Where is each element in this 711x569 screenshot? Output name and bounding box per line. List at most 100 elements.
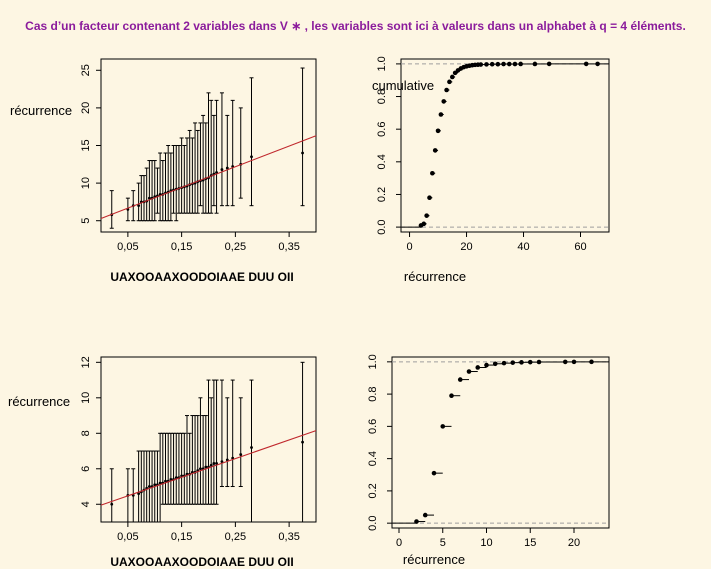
ecdf-point <box>430 170 435 176</box>
data-point <box>212 462 216 465</box>
x-tick-label: 0 <box>396 537 402 549</box>
ecdf-point <box>571 359 577 365</box>
x-tick-label: 20 <box>568 537 580 549</box>
ecdf-point <box>536 359 542 365</box>
y-axis-label: récurrence <box>10 103 72 118</box>
data-point <box>153 483 157 487</box>
ecdf-point <box>449 74 455 80</box>
x-tick-label: 0,05 <box>117 241 138 253</box>
y-tick-label: 20 <box>80 102 92 114</box>
ecdf-point <box>475 365 481 370</box>
data-point <box>110 502 114 506</box>
x-tick-label: 0,25 <box>225 531 246 543</box>
ecdf-point <box>457 377 463 382</box>
plot-frame <box>100 356 317 523</box>
data-point <box>220 460 224 464</box>
x-tick-label: 20 <box>460 241 472 253</box>
regression-line <box>100 430 317 506</box>
y-tick-label: 0.6 <box>367 419 379 434</box>
x-tick-label: 0,05 <box>117 531 138 543</box>
y-tick-label: 0.4 <box>376 154 388 169</box>
x-tick-label: 0,35 <box>278 531 299 543</box>
x-tick-label: 60 <box>574 241 586 253</box>
y-tick-label: 5 <box>80 218 92 224</box>
y-tick-label: 0.2 <box>367 483 379 498</box>
ecdf-point <box>562 359 568 365</box>
ecdf-point <box>431 470 437 476</box>
panel-top-left: 0,05 0,15 0,25 0,35 5 10 15 20 25 récurrence UAXOO… <box>10 58 317 284</box>
ecdf-point <box>595 61 600 67</box>
ecdf-point <box>489 61 495 67</box>
x-tick-label: 0,25 <box>225 241 246 253</box>
ecdf-point <box>424 213 429 218</box>
y-tick-label: 15 <box>80 139 92 151</box>
ecdf-point <box>512 61 518 67</box>
x-tick-label: 0,15 <box>171 531 192 543</box>
ecdf-point <box>484 62 489 67</box>
data-point <box>199 467 202 471</box>
data-point <box>250 155 253 159</box>
data-point <box>220 168 224 171</box>
x-tick-label: 15 <box>524 537 536 549</box>
regression-line <box>100 135 317 219</box>
panel-top-right: 0 20 40 60 0.0 0.2 0.4 0.6 0.8 1.0 cumulative récur… <box>372 56 610 284</box>
ecdf-point <box>484 362 489 368</box>
ecdf-point <box>501 360 507 366</box>
data-point <box>147 196 151 200</box>
ecdf-point <box>447 79 452 85</box>
y-tick-label: 0.8 <box>367 386 379 401</box>
data-point <box>301 151 304 155</box>
ecdf-point <box>427 195 432 201</box>
data-point <box>215 462 218 465</box>
ecdf-point <box>501 61 506 67</box>
y-tick-label: 0.2 <box>376 187 388 202</box>
data-point <box>204 465 208 469</box>
ecdf-point <box>506 61 512 67</box>
ecdf-point <box>449 393 454 399</box>
data-point <box>147 485 151 488</box>
x-tick-label: 0 <box>406 241 412 253</box>
y-tick-label: 0.6 <box>376 122 388 137</box>
y-tick-label: 25 <box>80 64 92 76</box>
data-point <box>137 204 141 208</box>
ecdf-point <box>583 61 589 67</box>
y-tick-label: 1.0 <box>376 56 388 71</box>
ecdf-point <box>495 61 501 67</box>
ecdf-point <box>438 112 444 117</box>
ecdf-point <box>440 424 446 429</box>
x-tick-label: 40 <box>517 241 529 253</box>
y-tick-label: 4 <box>80 501 92 507</box>
ecdf-point <box>421 221 427 227</box>
ecdf-point <box>478 62 484 67</box>
y-tick-label: 0.4 <box>367 451 379 466</box>
y-tick-label: 6 <box>80 466 92 472</box>
x-axis-label: UAXOOAAXOODOIAAE DUU OII <box>110 555 293 569</box>
plot-frame <box>400 58 610 233</box>
data-point <box>301 440 304 444</box>
y-axis-label: cumulative <box>372 78 434 93</box>
ecdf-point <box>532 61 538 67</box>
x-tick-label: 0,15 <box>171 241 192 253</box>
data-point <box>158 481 162 485</box>
y-tick-label: 0.0 <box>376 219 388 234</box>
ecdf-point <box>492 361 498 367</box>
data-point <box>250 446 253 449</box>
x-axis-label: récurrence <box>404 269 466 284</box>
ecdf-point <box>589 359 594 365</box>
ecdf-point <box>432 148 438 153</box>
panel-bottom-right: 0 5 10 15 20 0.0 0.2 0.4 0.6 0.8 1.0 récurrence <box>367 354 610 567</box>
x-axis-label: récurrence <box>403 552 465 567</box>
y-tick-label: 12 <box>80 356 92 368</box>
x-tick-label: 10 <box>480 537 492 549</box>
plot-frame <box>391 356 610 529</box>
y-tick-label: 1.0 <box>367 354 379 369</box>
ecdf-point <box>435 128 441 134</box>
x-tick-label: 0,35 <box>278 241 299 253</box>
data-point <box>239 453 243 456</box>
panel-bottom-left: 0,05 0,15 0,25 0,35 4 6 8 10 12 récurrence UAXOOAA… <box>8 356 317 569</box>
y-tick-label: 10 <box>80 392 92 404</box>
y-axis-label: récurrence <box>8 394 70 409</box>
ecdf-point <box>518 61 523 67</box>
ecdf-point <box>466 369 472 374</box>
